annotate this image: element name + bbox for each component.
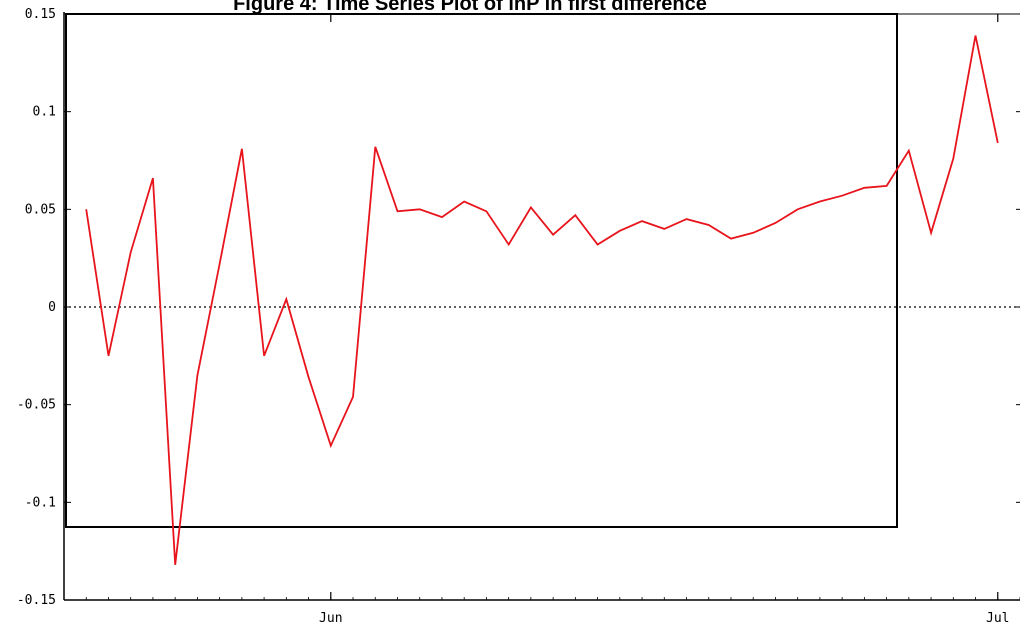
- y-tick-label: -0.05: [17, 398, 56, 413]
- y-axis: -0.15 -0.1 -0.05 0 0.05 0.1 0.15: [17, 7, 1020, 608]
- y-tick-label: 0.05: [25, 202, 56, 217]
- x-tick-label: Jul: [986, 611, 1009, 626]
- x-tick-label: Jun: [319, 611, 342, 626]
- plot-frame-layer: [63, 12, 1020, 601]
- y-tick-label: 0: [48, 300, 56, 315]
- y-tick-label: -0.1: [25, 495, 56, 510]
- overlay-box: [65, 13, 898, 528]
- y-tick-label: 0.15: [25, 7, 56, 22]
- x-axis: Jun Jul: [63, 14, 1020, 626]
- overlay-box-layer: [65, 13, 898, 528]
- y-tick-label: -0.15: [17, 593, 56, 608]
- chart-title: Figure 4: Time Series Plot of lnP in fir…: [233, 0, 707, 15]
- series-line: [85, 35, 999, 565]
- y-tick-label: 0.1: [33, 105, 56, 120]
- series-layer: [85, 35, 999, 565]
